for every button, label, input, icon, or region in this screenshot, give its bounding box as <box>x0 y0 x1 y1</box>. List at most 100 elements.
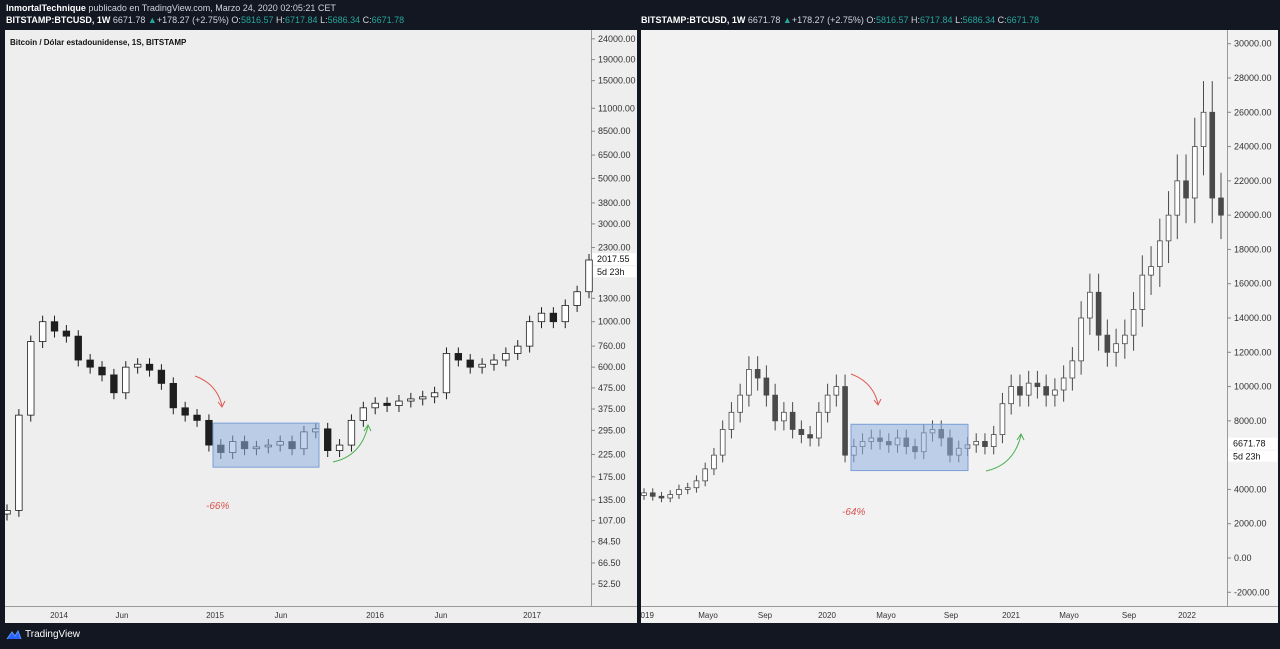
candle-body <box>442 353 451 394</box>
last-price-right: 6671.78 <box>747 15 781 25</box>
price-tick-label: 24000.00 <box>1234 142 1272 152</box>
candle-body <box>407 398 415 402</box>
symbol-right[interactable]: BITSTAMP:BTCUSD, <box>641 15 730 25</box>
price-tick-label: 600.00 <box>598 362 626 372</box>
tradingview-brand[interactable]: TradingView <box>25 629 81 640</box>
price-tick-label: 30000.00 <box>1234 39 1272 49</box>
down-arrow-head <box>217 400 226 408</box>
candle-body <box>1130 309 1137 336</box>
candle-body <box>658 495 665 499</box>
candle-body <box>833 386 840 396</box>
low-value: 5686.34 <box>327 15 361 25</box>
candle-body <box>1113 343 1119 353</box>
author-name[interactable]: InmortalTechnique <box>6 3 86 13</box>
plot-background <box>5 30 591 606</box>
candle-body <box>1025 382 1032 396</box>
candle-body <box>549 312 558 323</box>
time-axis-background <box>5 606 637 623</box>
time-tick-label: 2020 <box>818 611 836 620</box>
candle-body <box>1200 111 1207 147</box>
price-tick-label: 16000.00 <box>1234 279 1272 289</box>
candle-body <box>763 377 770 396</box>
tradingview-logo-icon[interactable] <box>6 629 22 641</box>
time-tick-label: 2015 <box>206 611 224 620</box>
price-tick-label: 225.00 <box>598 449 626 459</box>
price-tick-label: 26000.00 <box>1234 107 1272 117</box>
candle-body <box>490 359 498 365</box>
candle-body <box>1087 291 1093 319</box>
price-tick-label: 1000.00 <box>598 317 631 327</box>
footer <box>0 623 1280 649</box>
up-arrow-curve <box>332 425 369 463</box>
price-tick-label: 66.50 <box>598 558 621 568</box>
low-value: 5686.34 <box>962 15 996 25</box>
candle-body <box>728 411 735 430</box>
candle-body <box>1017 386 1023 396</box>
price-tick-label: 3000.00 <box>598 219 631 229</box>
candle-body <box>824 394 831 413</box>
low-label: L: <box>320 15 328 25</box>
symbol-left[interactable]: BITSTAMP:BTCUSD, <box>6 15 95 25</box>
time-tick-label: 2022 <box>1178 611 1196 620</box>
candle-body <box>676 489 682 495</box>
candle-body <box>122 366 130 394</box>
candle-body <box>781 411 787 422</box>
time-tick-label: Sep <box>1122 611 1137 620</box>
price-tick-label: 2300.00 <box>598 243 631 253</box>
close-value: 6671.78 <box>371 15 405 25</box>
last-price-tag <box>1228 437 1277 450</box>
candle-body <box>50 321 59 332</box>
price-tick-label: 18000.00 <box>1234 244 1272 254</box>
chart-panel-left[interactable]: 24000.00 19000.00 15000.00 11000.00 8500.00 6… <box>5 30 637 623</box>
price-tick-label: 107.00 <box>598 516 626 526</box>
timeframe-left[interactable]: 1W <box>96 15 111 25</box>
time-tick-label: 2014 <box>50 611 68 620</box>
countdown-label: 5d 23h <box>1233 452 1261 462</box>
time-tick-label: Jun <box>435 611 448 620</box>
candle-body <box>973 441 980 446</box>
candle-body <box>1174 180 1181 216</box>
countdown-label: 5d 23h <box>597 267 625 277</box>
close-label: C: <box>362 15 372 25</box>
time-tick-label: Mayo <box>698 611 718 620</box>
price-tick-label: 24000.00 <box>598 34 636 44</box>
candle-body <box>1104 334 1111 353</box>
candle-body <box>525 321 534 347</box>
chart-panel-right[interactable]: 30000.00 28000.00 26000.00 24000.00 22000.00… <box>641 30 1278 623</box>
high-label: H: <box>276 15 285 25</box>
publish-line: InmortalTechnique publicado en TradingVi… <box>6 3 336 13</box>
time-tick-label: Mayo <box>1059 611 1079 620</box>
open-value: 5816.57 <box>240 15 274 25</box>
header: InmortalTechnique publicado en TradingVi… <box>0 0 1280 30</box>
candle-body <box>1148 266 1154 276</box>
chart-right[interactable]: 30000.00 28000.00 26000.00 24000.00 22000.00… <box>641 30 1278 623</box>
time-tick-label: 2016 <box>366 611 384 620</box>
candle-body <box>684 487 691 490</box>
high-value: 6717.84 <box>285 15 318 25</box>
up-arrow-icon: ▲ <box>782 15 792 25</box>
price-tick-label: 6500.00 <box>598 150 631 160</box>
candle-body <box>737 394 743 413</box>
price-tick-label: 20000.00 <box>1234 210 1272 220</box>
candle-body <box>1209 111 1216 199</box>
price-tick-label: 52.50 <box>598 579 621 589</box>
candle-body <box>359 407 367 421</box>
candle-body <box>754 369 761 379</box>
open-value: 5816.57 <box>875 15 909 25</box>
candle-body <box>27 341 35 416</box>
down-arrow-head <box>873 398 882 406</box>
candle-body <box>561 305 569 323</box>
chart-left[interactable]: 24000.00 19000.00 15000.00 11000.00 8500.00 6… <box>5 30 637 623</box>
price-tick-label: 8500.00 <box>598 126 631 136</box>
candle-body <box>693 480 700 489</box>
price-tick-label: 5000.00 <box>598 173 631 183</box>
price-tick-label: 295.00 <box>598 425 626 435</box>
candle-body <box>478 363 486 368</box>
candle-body <box>1008 386 1014 405</box>
countdown-tag <box>592 266 636 278</box>
candle-body <box>990 434 997 447</box>
last-price-label: 6671.78 <box>1233 439 1266 449</box>
candle-body <box>38 321 47 342</box>
timeframe-right[interactable]: 1W <box>731 15 746 25</box>
candle-body <box>807 434 813 439</box>
